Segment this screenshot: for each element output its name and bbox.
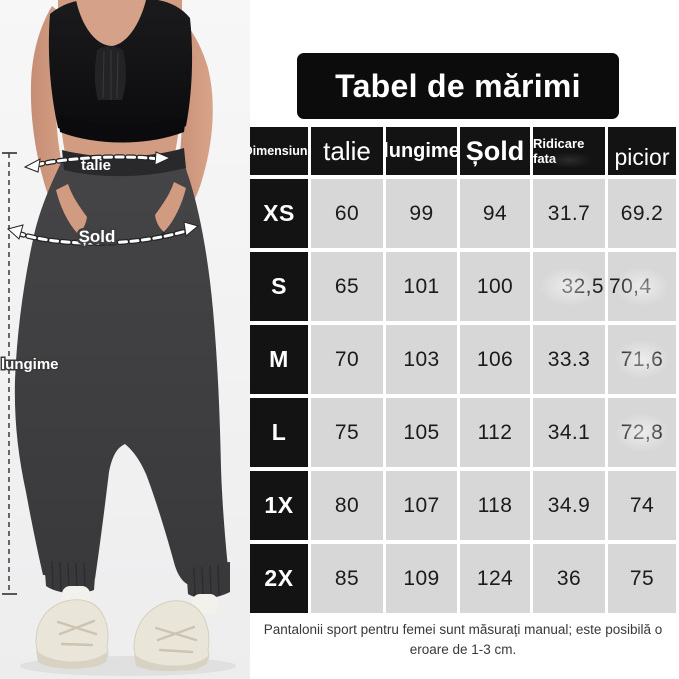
- hip-measure-line: [6, 221, 200, 246]
- size-label-2x: 2X: [250, 544, 308, 613]
- table-cell: 75: [311, 398, 383, 467]
- waist-measure-line: [23, 151, 172, 173]
- column-header-dimensiune: Dimensiune: [250, 127, 308, 175]
- table-cell: 107: [386, 471, 457, 540]
- right-sock: [192, 594, 218, 614]
- table-cell: 105: [386, 398, 457, 467]
- right-cuff: [186, 562, 230, 599]
- table-cell: 31.7: [533, 179, 605, 248]
- table-cell: 65: [311, 252, 383, 321]
- table-cell: 75: [608, 544, 676, 613]
- column-header-sold: Șold: [460, 127, 530, 175]
- left-cuff-ribs: [51, 560, 86, 593]
- table-cell: 100: [460, 252, 530, 321]
- waistband: [62, 148, 186, 177]
- table-cell: 34.1: [533, 398, 605, 467]
- right-sole: [134, 654, 208, 672]
- right-cuff-ribs: [193, 564, 220, 598]
- table-cell: 124: [460, 544, 530, 613]
- table-cell: 32,5: [533, 252, 605, 321]
- table-cell: 70: [311, 325, 383, 394]
- table-cell: 34.9: [533, 471, 605, 540]
- table-cell: 112: [460, 398, 530, 467]
- right-laces: [154, 625, 198, 654]
- table-cell: 109: [386, 544, 457, 613]
- product-photo: lungime talie Șold: [0, 0, 250, 679]
- table-cell: 80: [311, 471, 383, 540]
- table-cell: 94: [460, 179, 530, 248]
- size-label-1x: 1X: [250, 471, 308, 540]
- table-cell: 72,8: [608, 398, 676, 467]
- hip-label: Șold: [79, 227, 116, 246]
- table-cell: 60: [311, 179, 383, 248]
- table-cell: 70,4: [608, 252, 676, 321]
- bra-mesh-panel: [94, 46, 126, 100]
- size-label-l: L: [250, 398, 308, 467]
- table-cell: 103: [386, 325, 457, 394]
- column-header-lungime: lungime: [386, 127, 457, 175]
- model-illustration: lungime talie Șold: [0, 0, 250, 679]
- size-label-s: S: [250, 252, 308, 321]
- page-title: Tabel de mărimi: [297, 53, 619, 119]
- column-header-picior: picior: [608, 127, 676, 175]
- size-table: Dimensiune talie lungime Șold Ridicare f…: [250, 127, 676, 613]
- table-cell: 74: [608, 471, 676, 540]
- table-cell: 99: [386, 179, 457, 248]
- waist-label: talie: [81, 157, 111, 174]
- measurement-disclaimer: Pantalonii sport pentru femei sunt măsur…: [263, 622, 663, 658]
- sweatpants: [14, 155, 230, 584]
- neckline-skin: [76, 0, 146, 46]
- right-hand: [155, 182, 186, 232]
- table-cell: 106: [460, 325, 530, 394]
- table-cell: 101: [386, 252, 457, 321]
- table-cell: 69.2: [608, 179, 676, 248]
- mesh-lines: [102, 50, 119, 100]
- size-label-xs: XS: [250, 179, 308, 248]
- length-measure-line: [2, 152, 17, 595]
- table-cell: 71,6: [608, 325, 676, 394]
- left-laces: [56, 619, 98, 647]
- bra-underband: [58, 114, 186, 143]
- size-label-m: M: [250, 325, 308, 394]
- length-label: lungime: [1, 356, 59, 373]
- left-sole: [36, 650, 107, 669]
- table-cell: 85: [311, 544, 383, 613]
- left-hand: [56, 184, 87, 234]
- column-header-talie: talie: [311, 127, 383, 175]
- left-cuff: [44, 558, 96, 594]
- table-cell: 36: [533, 544, 605, 613]
- table-cell: 33.3: [533, 325, 605, 394]
- column-header-ridicare-fata: Ridicare fata: [533, 127, 605, 175]
- table-cell: 118: [460, 471, 530, 540]
